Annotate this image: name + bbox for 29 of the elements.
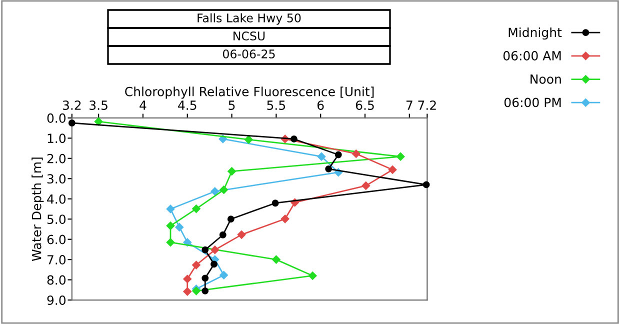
x-tick-label: 3.5 (90, 100, 108, 110)
x-tick-label: 7 (406, 100, 412, 110)
chart-subtitle: NCSU (234, 31, 265, 40)
y-tick-label: 2.0 (47, 154, 66, 164)
y-axis-title: Water Depth [m] (32, 158, 44, 262)
x-axis-title: Chlorophyll Relative Fluorescence [Unit] (125, 86, 374, 99)
x-tick-label: 4.5 (178, 100, 196, 110)
y-tick-label: 4.0 (47, 194, 66, 204)
legend-label: 06:00 AM (503, 51, 561, 60)
y-tick-label: 6.0 (47, 234, 66, 244)
y-tick-label: 8.0 (47, 275, 66, 285)
y-tick-label: 3.0 (47, 174, 66, 184)
x-tick-label: 4 (140, 100, 146, 110)
x-tick-label: 5 (228, 100, 235, 110)
chart-title: Falls Lake Hwy 50 (198, 13, 301, 25)
y-tick-label: 9.0 (47, 295, 66, 305)
y-tick-label: 0.0 (47, 113, 66, 123)
x-tick-label: 5.5 (267, 100, 286, 110)
y-tick-label: 7.0 (48, 255, 66, 264)
legend-label: 06:00 PM (504, 98, 561, 108)
legend-label: Midnight (508, 27, 562, 40)
x-tick-label: 6 (318, 100, 324, 110)
x-tick-label: 7.2 (418, 100, 436, 110)
text: 06-06-25 (222, 49, 275, 58)
legend-label: Noon (530, 74, 561, 84)
x-tick-label: 3.2 (62, 100, 81, 110)
y-tick-label: 5.0 (47, 214, 66, 224)
y-tick-label: 1.0 (48, 134, 66, 144)
x-tick-label: 6.5 (356, 100, 374, 110)
